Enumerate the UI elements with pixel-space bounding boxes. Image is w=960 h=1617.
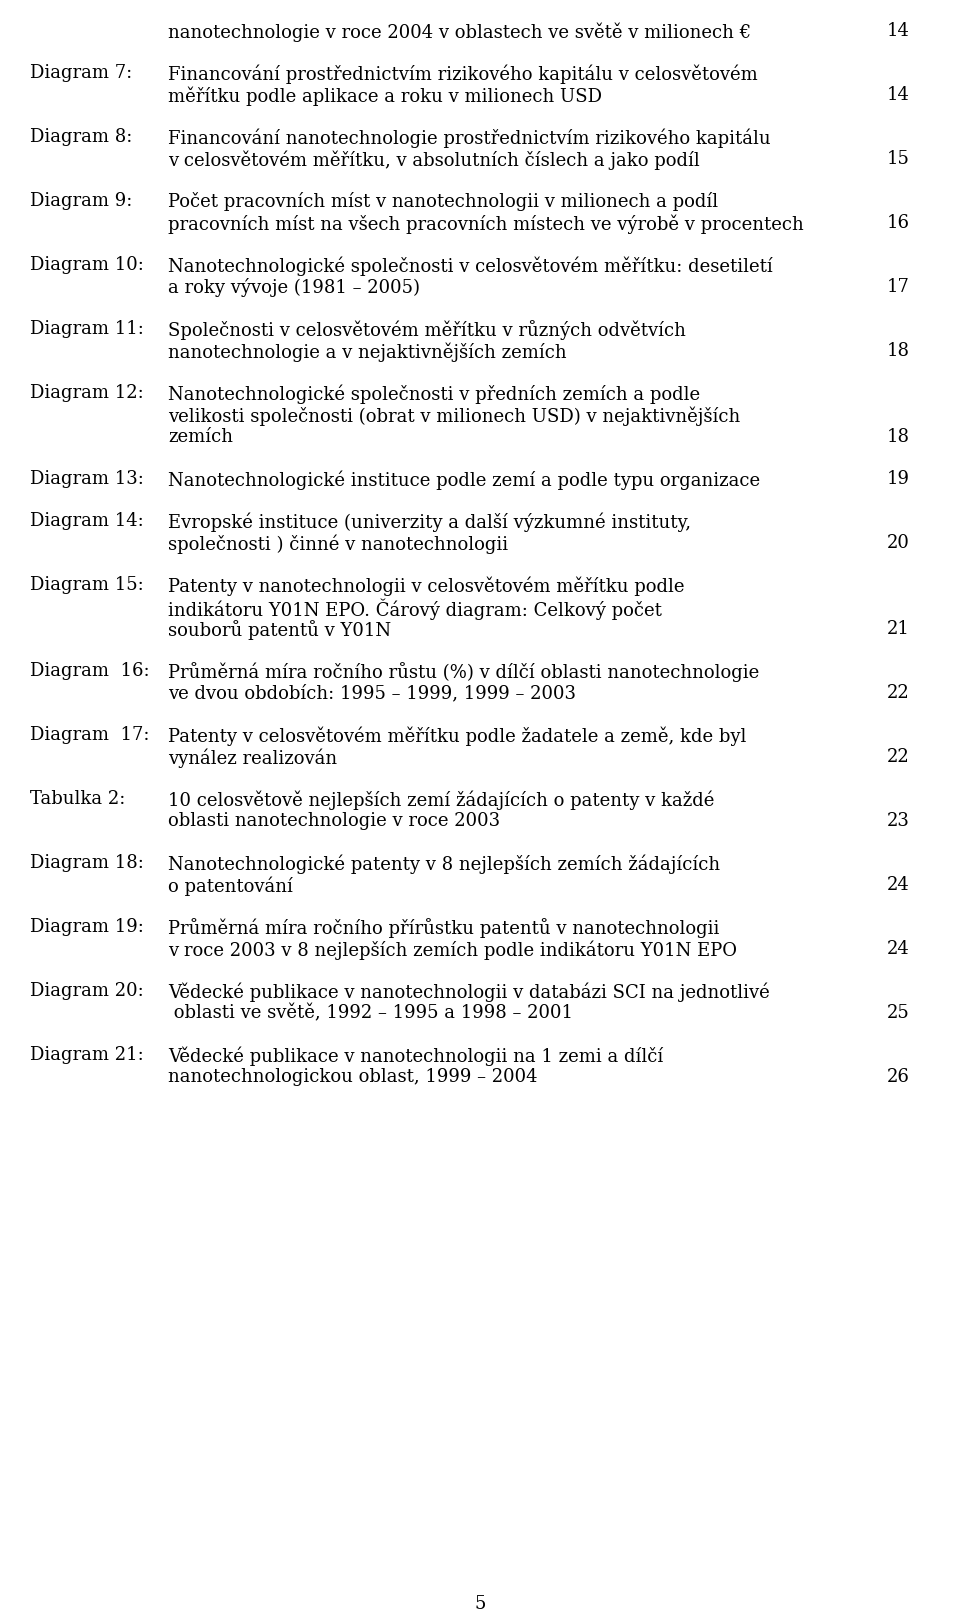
Text: nanotechnologickou oblast, 1999 – 2004: nanotechnologickou oblast, 1999 – 2004 xyxy=(168,1067,538,1087)
Text: 23: 23 xyxy=(887,812,910,830)
Text: 25: 25 xyxy=(887,1004,910,1022)
Text: 15: 15 xyxy=(887,150,910,168)
Text: 16: 16 xyxy=(887,213,910,231)
Text: v celosvětovém měřítku, v absolutních číslech a jako podíl: v celosvětovém měřítku, v absolutních čí… xyxy=(168,150,700,170)
Text: 26: 26 xyxy=(887,1067,910,1087)
Text: Nanotechnologické instituce podle zemí a podle typu organizace: Nanotechnologické instituce podle zemí a… xyxy=(168,471,760,490)
Text: 24: 24 xyxy=(887,939,910,957)
Text: Diagram 14:: Diagram 14: xyxy=(30,513,144,530)
Text: a roky vývoje (1981 – 2005): a roky vývoje (1981 – 2005) xyxy=(168,278,420,298)
Text: 21: 21 xyxy=(887,619,910,639)
Text: Společnosti v celosvětovém měřítku v různých odvětvích: Společnosti v celosvětovém měřítku v růz… xyxy=(168,320,685,340)
Text: 22: 22 xyxy=(887,749,910,766)
Text: Nanotechnologické společnosti v celosvětovém měřítku: desetiletí: Nanotechnologické společnosti v celosvět… xyxy=(168,255,773,275)
Text: Diagram  16:: Diagram 16: xyxy=(30,661,150,681)
Text: Diagram 12:: Diagram 12: xyxy=(30,383,144,403)
Text: Financování prostřednictvím rizikového kapitálu v celosvětovém: Financování prostřednictvím rizikového k… xyxy=(168,65,757,84)
Text: pracovních míst na všech pracovních místech ve výrobě v procentech: pracovních míst na všech pracovních míst… xyxy=(168,213,804,233)
Text: nanotechnologie a v nejaktivnějších zemích: nanotechnologie a v nejaktivnějších zemí… xyxy=(168,343,566,362)
Text: Diagram 9:: Diagram 9: xyxy=(30,192,132,210)
Text: 18: 18 xyxy=(887,343,910,361)
Text: 14: 14 xyxy=(887,23,910,40)
Text: Diagram 13:: Diagram 13: xyxy=(30,471,144,488)
Text: Diagram 7:: Diagram 7: xyxy=(30,65,132,82)
Text: 17: 17 xyxy=(887,278,910,296)
Text: ve dvou obdobích: 1995 – 1999, 1999 – 2003: ve dvou obdobích: 1995 – 1999, 1999 – 20… xyxy=(168,684,576,702)
Text: 20: 20 xyxy=(887,534,910,551)
Text: 24: 24 xyxy=(887,876,910,894)
Text: oblasti nanotechnologie v roce 2003: oblasti nanotechnologie v roce 2003 xyxy=(168,812,500,830)
Text: 22: 22 xyxy=(887,684,910,702)
Text: Průměrná míra ročního přírůstku patentů v nanotechnologii: Průměrná míra ročního přírůstku patentů … xyxy=(168,918,719,938)
Text: Nanotechnologické patenty v 8 nejlepších zemích žádajících: Nanotechnologické patenty v 8 nejlepších… xyxy=(168,854,720,873)
Text: společnosti ) činné v nanotechnologii: společnosti ) činné v nanotechnologii xyxy=(168,534,508,553)
Text: velikosti společnosti (obrat v milionech USD) v nejaktivnějších: velikosti společnosti (obrat v milionech… xyxy=(168,406,740,425)
Text: 5: 5 xyxy=(474,1594,486,1614)
Text: Patenty v nanotechnologii v celosvětovém měřítku podle: Patenty v nanotechnologii v celosvětovém… xyxy=(168,576,684,595)
Text: v roce 2003 v 8 nejlepších zemích podle indikátoru Y01N EPO: v roce 2003 v 8 nejlepších zemích podle … xyxy=(168,939,737,959)
Text: Diagram 19:: Diagram 19: xyxy=(30,918,144,936)
Text: 19: 19 xyxy=(887,471,910,488)
Text: oblasti ve světě, 1992 – 1995 a 1998 – 2001: oblasti ve světě, 1992 – 1995 a 1998 – 2… xyxy=(168,1004,573,1022)
Text: Diagram 21:: Diagram 21: xyxy=(30,1046,144,1064)
Text: Počet pracovních míst v nanotechnologii v milionech a podíl: Počet pracovních míst v nanotechnologii … xyxy=(168,192,718,210)
Text: Nanotechnologické společnosti v předních zemích a podle: Nanotechnologické společnosti v předních… xyxy=(168,383,700,404)
Text: Diagram 11:: Diagram 11: xyxy=(30,320,144,338)
Text: měřítku podle aplikace a roku v milionech USD: měřítku podle aplikace a roku v milionec… xyxy=(168,86,602,105)
Text: Diagram 10:: Diagram 10: xyxy=(30,255,144,273)
Text: Diagram  17:: Diagram 17: xyxy=(30,726,150,744)
Text: souborů patentů v Y01N: souborů patentů v Y01N xyxy=(168,619,391,640)
Text: Vědecké publikace v nanotechnologii na 1 zemi a dílčí: Vědecké publikace v nanotechnologii na 1… xyxy=(168,1046,663,1066)
Text: zemích: zemích xyxy=(168,429,233,446)
Text: Diagram 8:: Diagram 8: xyxy=(30,128,132,146)
Text: Patenty v celosvětovém měřítku podle žadatele a země, kde byl: Patenty v celosvětovém měřítku podle žad… xyxy=(168,726,746,745)
Text: Vědecké publikace v nanotechnologii v databázi SCI na jednotlivé: Vědecké publikace v nanotechnologii v da… xyxy=(168,982,770,1001)
Text: 10 celosvětově nejlepších zemí žádajících o patenty v každé: 10 celosvětově nejlepších zemí žádajícíc… xyxy=(168,791,714,810)
Text: Průměrná míra ročního růstu (%) v dílčí oblasti nanotechnologie: Průměrná míra ročního růstu (%) v dílčí … xyxy=(168,661,759,682)
Text: o patentování: o patentování xyxy=(168,876,293,896)
Text: nanotechnologie v roce 2004 v oblastech ve světě v milionech €: nanotechnologie v roce 2004 v oblastech … xyxy=(168,23,751,42)
Text: 18: 18 xyxy=(887,429,910,446)
Text: 14: 14 xyxy=(887,86,910,103)
Text: Financování nanotechnologie prostřednictvím rizikového kapitálu: Financování nanotechnologie prostřednict… xyxy=(168,128,771,147)
Text: vynález realizován: vynález realizován xyxy=(168,749,337,768)
Text: indikátoru Y01N EPO. Čárový diagram: Celkový počet: indikátoru Y01N EPO. Čárový diagram: Cel… xyxy=(168,598,661,619)
Text: Diagram 20:: Diagram 20: xyxy=(30,982,144,999)
Text: Tabulka 2:: Tabulka 2: xyxy=(30,791,126,808)
Text: Evropské instituce (univerzity a další výzkumné instituty,: Evropské instituce (univerzity a další v… xyxy=(168,513,691,532)
Text: Diagram 18:: Diagram 18: xyxy=(30,854,144,872)
Text: Diagram 15:: Diagram 15: xyxy=(30,576,144,593)
